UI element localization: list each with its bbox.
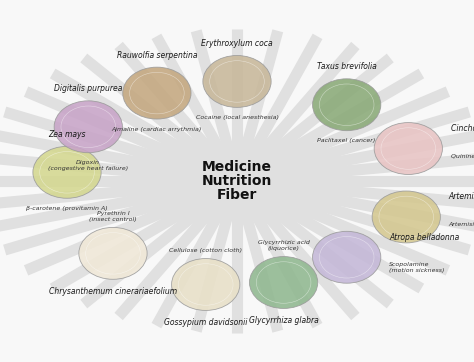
Ellipse shape [123,67,191,119]
Text: Erythroxylum coca: Erythroxylum coca [201,39,273,48]
Text: Zea mays: Zea mays [48,130,86,139]
Text: Rauwolfia serpentina: Rauwolfia serpentina [117,51,197,60]
Text: Medicine: Medicine [202,160,272,174]
Text: Gossypium davidsonii: Gossypium davidsonii [164,318,247,327]
Ellipse shape [312,79,381,131]
Ellipse shape [249,257,318,308]
Text: Fiber: Fiber [217,188,257,202]
Text: Digoxin
(congestive heart failure): Digoxin (congestive heart failure) [48,160,128,171]
Ellipse shape [33,146,101,198]
Text: Artemisia annua: Artemisia annua [448,192,474,201]
Text: Quinine (malaria): Quinine (malaria) [451,154,474,159]
Ellipse shape [374,123,442,174]
Text: Nutrition: Nutrition [202,174,272,188]
Text: Taxus brevifolia: Taxus brevifolia [317,62,376,71]
Ellipse shape [172,258,240,311]
Ellipse shape [312,231,381,283]
Ellipse shape [203,55,271,108]
Text: Chrysanthemum cinerariaefolium: Chrysanthemum cinerariaefolium [49,287,177,296]
Ellipse shape [372,191,440,243]
Ellipse shape [54,101,122,153]
Text: Ajmaline (cardiac arrythmia): Ajmaline (cardiac arrythmia) [112,127,202,131]
Text: Glycyrrhiza glabra: Glycyrrhiza glabra [249,316,319,325]
Text: Glycyrrhizic acid
(liquorice): Glycyrrhizic acid (liquorice) [258,240,310,251]
Text: β-carotene (provitamin A): β-carotene (provitamin A) [26,206,108,211]
Text: Artemisinin (malaria): Artemisinin (malaria) [448,222,474,227]
Text: Cinchona officinalis: Cinchona officinalis [451,124,474,133]
Ellipse shape [79,227,147,279]
Text: Atropa belladonna: Atropa belladonna [389,233,459,242]
Text: Cocaine (local anesthesia): Cocaine (local anesthesia) [195,115,279,120]
Text: Digitalis purpurea: Digitalis purpurea [54,84,122,93]
Text: Scopolamine
(motion sickness): Scopolamine (motion sickness) [389,262,445,273]
Text: Paclitaxel (cancer): Paclitaxel (cancer) [318,138,376,143]
Text: Pyrethrin I
(insect control): Pyrethrin I (insect control) [89,211,137,222]
Text: Cellulose (cotton cloth): Cellulose (cotton cloth) [169,248,242,253]
